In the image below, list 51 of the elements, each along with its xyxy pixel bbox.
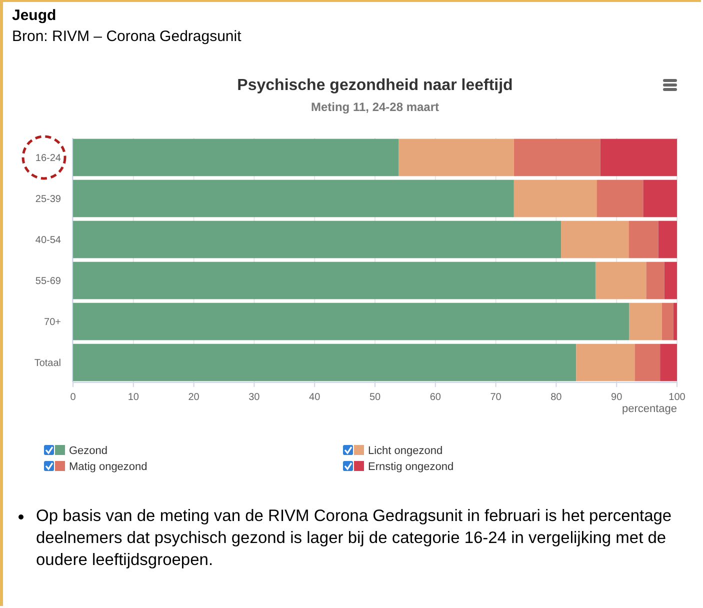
x-tick-label: 50 (369, 392, 381, 403)
bar (514, 138, 600, 176)
chart-title: Psychische gezondheid naar leeftijd (237, 77, 513, 94)
x-tick-label: 60 (430, 392, 442, 403)
x-tick-label: 30 (248, 392, 260, 403)
bar (73, 180, 514, 218)
bar (660, 344, 677, 382)
bar (629, 302, 662, 340)
bar (73, 302, 630, 340)
y-tick-label: 25-39 (35, 194, 62, 205)
y-tick-label: 70+ (44, 317, 62, 328)
x-axis-title: percentage (622, 403, 677, 415)
bar (643, 180, 677, 218)
legend-label: Licht ongezond (368, 445, 443, 457)
text: Op basis van de meting van de RIVM Corona Gedragsunit in februari is het percentage deelnemers dat psychisch gezond is lager bij de categorie 16-24 in vergelijking met de oudere leeftijdsgroepen. (36, 506, 673, 571)
bar (576, 344, 635, 382)
bar (595, 262, 646, 300)
bar (596, 180, 644, 218)
y-tick-label: Totaal (34, 358, 61, 370)
bar (514, 180, 597, 218)
bar (561, 220, 629, 258)
chart-subtitle: Meting 11, 24-28 maart (310, 100, 440, 114)
x-tick-label: 100 (668, 392, 686, 403)
bar (73, 262, 596, 300)
bar (628, 220, 658, 258)
x-tick-label: 0 (70, 392, 76, 403)
bar (398, 138, 514, 176)
bar (673, 302, 677, 340)
x-tick-label: 80 (550, 392, 562, 403)
text: Jeugd (12, 7, 56, 24)
text: Bron: RIVM – Corona Gedragsunit (12, 28, 242, 45)
bar (73, 344, 576, 382)
y-tick-label: 16-24 (35, 152, 62, 164)
bar (646, 262, 664, 300)
y-tick-label: 40-54 (35, 234, 62, 246)
bar (73, 138, 399, 176)
bar (73, 220, 562, 258)
y-tick-label: 55-69 (35, 276, 62, 288)
legend-label: Ernstig ongezond (368, 461, 454, 473)
x-tick-label: 90 (611, 392, 623, 403)
bar (664, 262, 677, 300)
bar (634, 344, 660, 382)
bar (658, 220, 677, 258)
bar (662, 302, 674, 340)
x-tick-label: 40 (309, 392, 321, 403)
x-tick-label: 70 (490, 392, 502, 403)
legend-label: Matig ongezond (69, 461, 148, 473)
bar (600, 138, 677, 176)
x-tick-label: 20 (188, 392, 200, 403)
x-tick-label: 10 (128, 392, 140, 403)
legend-label: Gezond (69, 445, 108, 457)
